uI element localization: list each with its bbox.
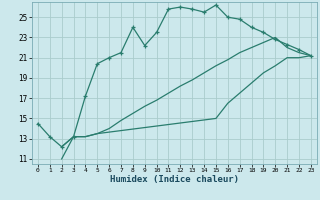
X-axis label: Humidex (Indice chaleur): Humidex (Indice chaleur) — [110, 175, 239, 184]
